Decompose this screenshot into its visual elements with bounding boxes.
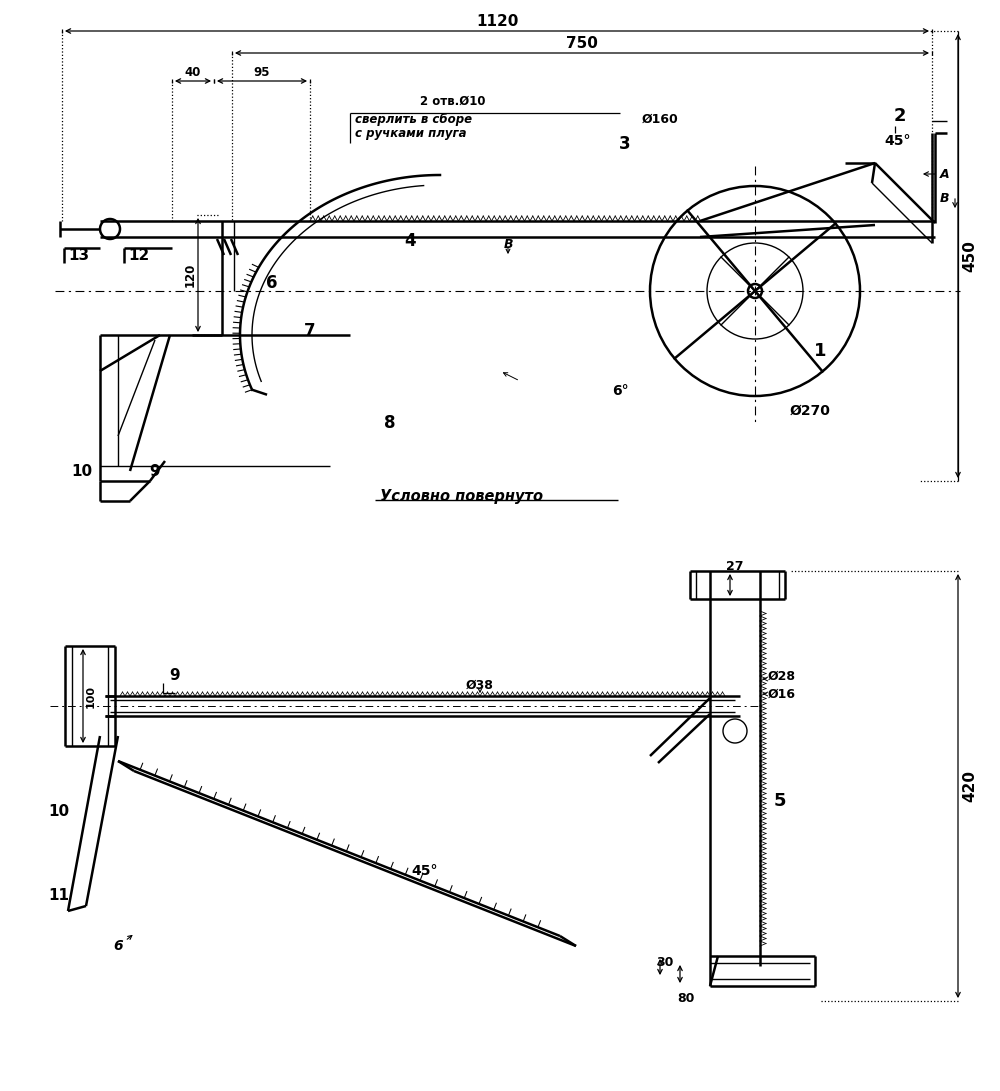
Text: 100: 100 xyxy=(86,684,96,707)
Text: 6: 6 xyxy=(113,939,123,954)
Text: с ручками плуга: с ручками плуга xyxy=(355,128,466,141)
Text: 450: 450 xyxy=(962,240,978,272)
Text: 95: 95 xyxy=(254,65,270,79)
Text: 8: 8 xyxy=(384,413,396,432)
Text: 27: 27 xyxy=(726,560,744,573)
Text: B: B xyxy=(503,238,513,251)
Text: 750: 750 xyxy=(566,36,598,50)
Text: 6°: 6° xyxy=(612,384,628,398)
Text: B: B xyxy=(940,192,950,205)
Text: 45°: 45° xyxy=(885,134,911,148)
Text: 2: 2 xyxy=(894,107,906,125)
Text: 12: 12 xyxy=(128,249,149,264)
Text: Ø28: Ø28 xyxy=(768,670,796,683)
Text: Ø270: Ø270 xyxy=(790,404,830,418)
Text: 1: 1 xyxy=(814,341,826,360)
Text: Ø16: Ø16 xyxy=(768,687,796,700)
Text: 13: 13 xyxy=(68,249,89,264)
Text: 11: 11 xyxy=(48,888,69,903)
Text: 9: 9 xyxy=(170,669,180,683)
Text: 30: 30 xyxy=(656,957,674,970)
Text: 4: 4 xyxy=(404,232,416,250)
Text: Ø38: Ø38 xyxy=(466,679,494,692)
Text: Ø160: Ø160 xyxy=(642,112,678,125)
Text: 5: 5 xyxy=(774,792,786,810)
Text: A: A xyxy=(940,168,950,180)
Text: 1120: 1120 xyxy=(476,13,518,28)
Text: 120: 120 xyxy=(184,263,196,287)
Text: 9: 9 xyxy=(150,464,160,479)
Text: Условно повернуто: Условно повернуто xyxy=(380,489,543,504)
Text: 420: 420 xyxy=(962,770,978,802)
Text: 80: 80 xyxy=(677,993,695,1006)
Text: 3: 3 xyxy=(619,135,631,153)
Text: 10: 10 xyxy=(48,803,69,818)
Text: 2 отв.Ø10: 2 отв.Ø10 xyxy=(420,95,486,108)
Text: 6: 6 xyxy=(266,274,278,292)
Text: 45°: 45° xyxy=(412,864,438,878)
Text: 7: 7 xyxy=(304,322,316,340)
Text: 40: 40 xyxy=(185,65,201,79)
Text: сверлить в сборе: сверлить в сборе xyxy=(355,112,472,125)
Text: 10: 10 xyxy=(71,464,93,479)
